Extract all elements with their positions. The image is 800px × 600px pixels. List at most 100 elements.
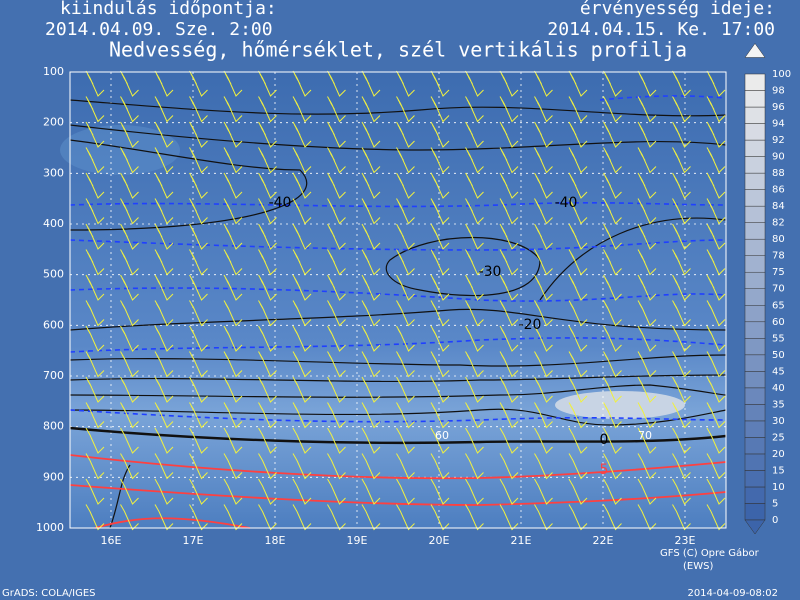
- wind-barb: [534, 198, 553, 225]
- wind-barb: [499, 427, 519, 454]
- wind-barb: [465, 427, 484, 454]
- wind-barb: [258, 249, 277, 276]
- wind-barb: [637, 198, 657, 225]
- colorbar-label: 10: [772, 482, 785, 493]
- wind-barb: [499, 351, 519, 378]
- wind-barb: [534, 504, 553, 531]
- wind-barb: [189, 96, 208, 123]
- wind-barb: [154, 351, 174, 378]
- wind-barb: [672, 249, 691, 276]
- wind-barb: [430, 351, 450, 378]
- wind-barb: [396, 70, 415, 97]
- wind-barb: [258, 453, 277, 480]
- wind-barb: [223, 274, 243, 301]
- wind-barb: [637, 504, 657, 531]
- x-tick-label: 23E: [675, 534, 696, 547]
- wind-barb: [637, 402, 657, 429]
- colorbar-box: [744, 172, 766, 190]
- y-tick-label: 500: [43, 268, 64, 281]
- x-tick-label: 18E: [265, 534, 286, 547]
- wind-barb: [568, 453, 588, 480]
- wind-barb: [85, 147, 105, 174]
- wind-barb: [396, 96, 415, 123]
- credit-sub: (EWS): [683, 561, 713, 572]
- wind-barb: [465, 504, 484, 531]
- colorbar-box: [744, 222, 766, 240]
- contour-label: 60: [435, 429, 449, 442]
- wind-barb: [85, 249, 105, 276]
- wind-barb: [534, 274, 553, 301]
- wind-barb: [706, 325, 726, 352]
- wind-barb: [430, 274, 450, 301]
- wind-barb: [637, 223, 657, 250]
- wind-barb: [396, 427, 415, 454]
- wind-barb: [361, 249, 381, 276]
- wind-barb: [361, 478, 381, 505]
- colorbar-label: 100: [772, 69, 791, 80]
- wind-barb: [292, 198, 312, 225]
- wind-barb: [637, 376, 657, 403]
- wind-barb: [568, 351, 588, 378]
- wind-barb: [258, 96, 277, 123]
- colorbar-label: 78: [772, 251, 785, 262]
- wind-barb: [154, 402, 174, 429]
- wind-barb: [361, 351, 381, 378]
- wind-barb: [292, 427, 312, 454]
- wind-barb: [637, 249, 657, 276]
- colorbar-box: [744, 371, 766, 389]
- wind-barb: [120, 453, 139, 480]
- wind-barb: [327, 172, 346, 199]
- wind-barb: [154, 427, 174, 454]
- contour-label: -40: [269, 195, 292, 211]
- wind-barb: [327, 402, 346, 429]
- wind-barb: [706, 274, 726, 301]
- wind-barb: [603, 274, 622, 301]
- isotherm: [69, 354, 727, 367]
- wind-barb: [361, 121, 381, 148]
- wind-barb: [189, 249, 208, 276]
- wind-barb: [672, 121, 691, 148]
- timestamp: 2014-04-09-08:02: [687, 588, 778, 599]
- colorbar-label: 70: [772, 284, 785, 295]
- wind-barb: [396, 198, 415, 225]
- colorbar-box: [744, 420, 766, 438]
- wind-barb: [534, 300, 553, 327]
- y-tick-label: 600: [43, 318, 64, 331]
- humidity-line: [69, 239, 727, 251]
- wind-barb: [499, 504, 519, 531]
- wind-barb: [292, 300, 312, 327]
- wind-barb: [568, 96, 588, 123]
- colorbar-box: [744, 106, 766, 124]
- wind-barb: [672, 198, 691, 225]
- wind-barb: [499, 376, 519, 403]
- x-tick-label: 21E: [511, 534, 532, 547]
- colorbar-box: [744, 453, 766, 471]
- wind-barb: [396, 453, 415, 480]
- wind-barb: [603, 376, 622, 403]
- wind-barb: [120, 147, 139, 174]
- wind-barb: [534, 427, 553, 454]
- wind-barb: [292, 325, 312, 352]
- y-tick-label: 700: [43, 369, 64, 382]
- colorbar-label: 25: [772, 432, 785, 443]
- wind-barb: [85, 172, 105, 199]
- wind-barb: [292, 376, 312, 403]
- contour-label: -40: [555, 195, 578, 211]
- wind-barb: [430, 96, 450, 123]
- wind-barb: [292, 223, 312, 250]
- wind-barb: [292, 402, 312, 429]
- colorbar-label: 90: [772, 152, 785, 163]
- wind-barb: [120, 351, 139, 378]
- colorbar-label: 94: [772, 119, 785, 130]
- colorbar-label: 35: [772, 399, 785, 410]
- wind-barb: [258, 351, 277, 378]
- colorbar-label: 5: [772, 498, 778, 509]
- wind-barb: [706, 478, 726, 505]
- colorbar-cap: [744, 43, 766, 58]
- humidity-line: [69, 287, 727, 302]
- wind-barb: [154, 478, 174, 505]
- wind-barb: [85, 198, 105, 225]
- wind-barb: [499, 121, 519, 148]
- wind-barb: [361, 274, 381, 301]
- wind-barb: [568, 325, 588, 352]
